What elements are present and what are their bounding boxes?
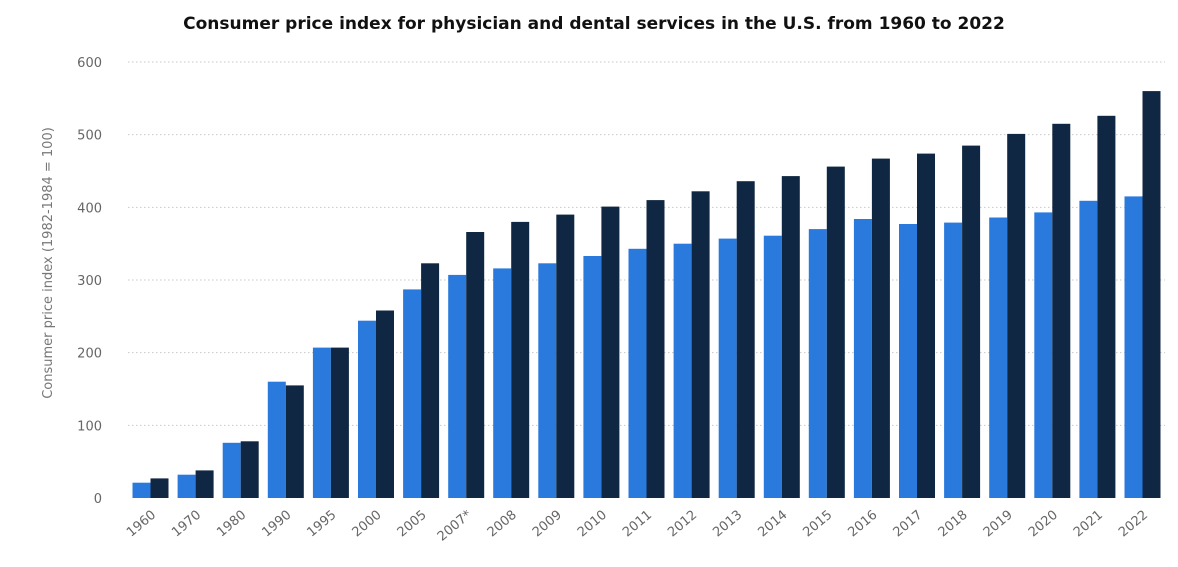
x-tick-label: 2007* <box>435 507 475 544</box>
bar-1-2008 <box>493 268 512 498</box>
bar-2-2014 <box>781 176 800 498</box>
y-tick-label: 100 <box>77 419 102 434</box>
bar-2-2021 <box>1097 115 1116 499</box>
bar-1-1960 <box>132 482 151 498</box>
bar-1-2010 <box>583 256 602 498</box>
x-tick-label: 2014 <box>755 508 790 541</box>
bar-1-2014 <box>763 235 782 498</box>
y-axis-label: Consumer price index (1982-1984 = 100) <box>41 127 56 399</box>
x-tick-label: 2000 <box>350 508 385 541</box>
y-tick-label: 300 <box>77 274 102 289</box>
bar-2-1980 <box>240 441 259 498</box>
bar-1-2016 <box>853 219 872 498</box>
x-tick-label: 2018 <box>936 508 971 541</box>
bar-2-2007 <box>466 232 485 498</box>
bar-1-2011 <box>628 248 647 498</box>
bar-2-1970 <box>195 470 214 498</box>
bar-1-1995 <box>312 347 331 498</box>
x-tick-label: 2011 <box>620 508 655 541</box>
bar-1-2005 <box>403 289 422 498</box>
bar-2-2016 <box>871 158 890 498</box>
bars <box>132 91 1161 499</box>
bar-2-2012 <box>691 191 710 499</box>
x-tick-label: 2016 <box>845 508 880 541</box>
bar-2-1960 <box>150 478 169 498</box>
bar-2-2018 <box>962 145 981 498</box>
y-tick-label: 600 <box>77 56 102 71</box>
y-tick-label: 200 <box>77 347 102 362</box>
bar-2-1990 <box>285 385 304 498</box>
bar-1-1970 <box>177 474 196 498</box>
bar-2-2019 <box>1007 133 1026 498</box>
bar-2-2022 <box>1142 91 1161 498</box>
x-tick-label: 1960 <box>124 508 159 541</box>
y-tick-label: 500 <box>77 129 102 144</box>
bar-1-2012 <box>673 243 692 498</box>
bar-1-2007 <box>448 274 467 498</box>
bar-1-2000 <box>358 320 376 498</box>
bar-1-2013 <box>718 238 737 498</box>
chart-title: Consumer price index for physician and d… <box>183 14 1005 34</box>
x-tick-label: 2012 <box>665 508 700 541</box>
bar-2-2005 <box>421 263 440 498</box>
x-tick-label: 2015 <box>800 508 835 541</box>
x-tick-label: 2013 <box>710 508 745 541</box>
x-tick-label: 2008 <box>485 508 520 541</box>
bar-2-2013 <box>736 181 755 498</box>
y-tick-label: 400 <box>77 201 102 216</box>
bar-1-2022 <box>1124 196 1143 498</box>
bar-2-2008 <box>511 221 530 498</box>
bar-1-2015 <box>808 229 827 498</box>
x-axis-ticks: 1960 1970 1980 1990 1995 2000 2005 2007* 2008 200… <box>124 507 1151 544</box>
x-tick-label: 2009 <box>530 508 565 541</box>
bar-1-2018 <box>944 222 963 498</box>
x-tick-label: 2020 <box>1026 508 1061 541</box>
bar-1-2019 <box>989 217 1008 498</box>
y-axis-ticks: 0 100 200 300 400 500 600 <box>77 56 102 507</box>
x-tick-label: 2010 <box>575 508 610 541</box>
bar-1-1980 <box>222 442 241 498</box>
bar-1-2017 <box>899 224 917 498</box>
x-tick-label: 1990 <box>259 508 294 541</box>
bar-2-1995 <box>330 347 349 498</box>
bar-2-2010 <box>601 206 620 498</box>
x-tick-label: 2005 <box>395 508 430 541</box>
x-tick-label: 2019 <box>981 508 1016 541</box>
bar-2-2017 <box>917 153 935 498</box>
bar-2-2011 <box>646 200 665 498</box>
bar-2-2020 <box>1052 123 1071 499</box>
x-tick-label: 1995 <box>304 508 339 541</box>
x-tick-label: 2021 <box>1071 508 1106 541</box>
x-tick-label: 2017 <box>891 508 926 541</box>
bar-2-2009 <box>556 214 575 498</box>
bar-1-2020 <box>1034 212 1053 498</box>
bar-1-2021 <box>1079 200 1098 499</box>
bar-2-2015 <box>826 166 845 498</box>
x-tick-label: 1970 <box>169 508 204 541</box>
x-tick-label: 2022 <box>1116 508 1151 541</box>
y-tick-label: 0 <box>94 492 102 507</box>
x-tick-label: 1980 <box>214 508 249 541</box>
bar-1-1990 <box>267 381 286 498</box>
bar-1-2009 <box>538 263 557 498</box>
bar-2-2000 <box>376 310 394 498</box>
